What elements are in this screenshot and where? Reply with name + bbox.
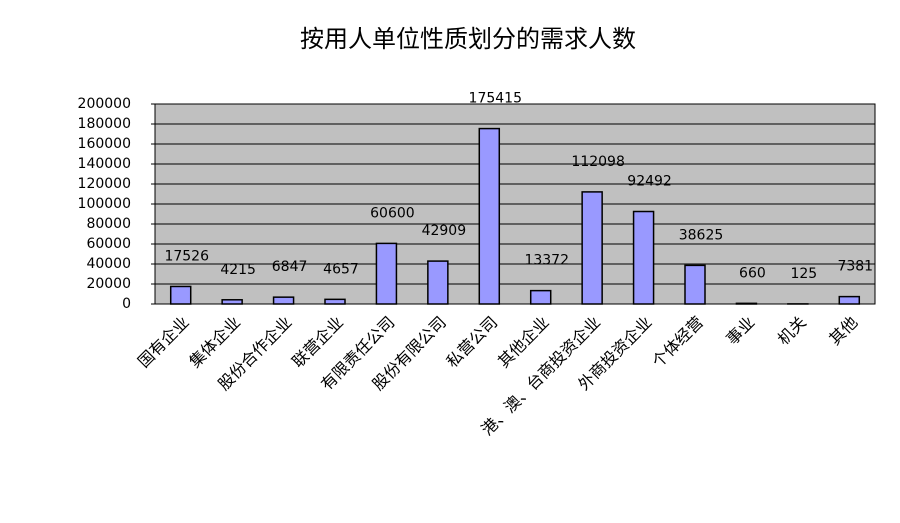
bar [324,298,346,305]
data-label: 92492 [627,174,672,190]
bar [221,299,243,305]
y-tick-label: 200000 [78,96,131,112]
data-label: 60600 [370,205,415,221]
y-tick-label: 20000 [86,276,131,292]
x-tick-label: 机关 [774,313,810,349]
y-tick-label: 60000 [86,236,131,252]
chart-title: 按用人单位性质划分的需求人数 [300,25,636,53]
y-tick-label: 0 [122,296,131,312]
data-label: 4657 [323,261,359,277]
bar [478,127,501,305]
data-label: 38625 [679,227,724,243]
x-tick-label: 事业 [722,313,758,349]
bar [375,242,398,305]
bar [632,210,655,305]
data-label: 175415 [469,91,522,107]
data-label: 4215 [220,262,256,278]
data-label: 112098 [571,154,624,170]
y-tick-label: 80000 [86,216,131,232]
x-tick-label: 国有企业 [134,313,193,372]
bar [838,295,861,305]
data-label: 660 [739,265,766,281]
bar [735,302,758,305]
data-label: 7381 [837,259,873,275]
data-label: 42909 [422,223,467,239]
data-label: 6847 [272,259,308,275]
x-tick-label: 个体经营 [648,313,707,372]
bar [427,260,449,305]
bar [529,289,552,305]
y-tick-label: 160000 [78,136,131,152]
bar [169,285,192,305]
y-tick-label: 180000 [78,116,131,132]
bar [684,264,706,305]
data-label: 13372 [524,253,569,269]
y-tick-label: 140000 [78,156,131,172]
y-tick-label: 40000 [86,256,131,272]
y-tick-label: 100000 [78,196,131,212]
data-label: 17526 [164,248,209,264]
x-tick-label: 其他 [825,313,861,349]
x-tick-label: 私营公司 [443,313,502,372]
bar [581,191,603,305]
y-tick-label: 120000 [78,176,131,192]
bar [272,296,295,305]
data-label: 125 [790,266,817,282]
